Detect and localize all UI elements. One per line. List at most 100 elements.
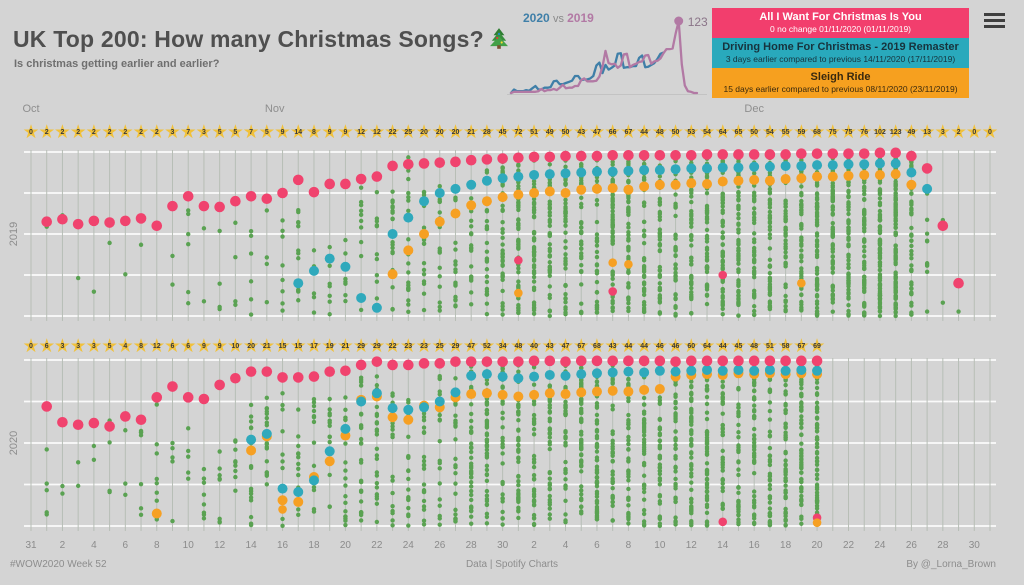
song-dot-other[interactable] <box>704 489 710 495</box>
song-dot-other[interactable] <box>358 208 364 214</box>
song-dot-other[interactable] <box>673 399 678 405</box>
song-dot-other[interactable] <box>453 247 458 252</box>
song-dot-other[interactable] <box>862 248 867 254</box>
star-count-mark[interactable]: ★ 12 <box>145 337 169 357</box>
song-dot-all-i-want[interactable] <box>623 355 634 367</box>
song-dot-all-i-want[interactable] <box>214 379 225 391</box>
song-dot-other[interactable] <box>421 518 427 523</box>
song-dot-other[interactable] <box>563 519 568 525</box>
song-dot-driving-home[interactable] <box>780 365 791 376</box>
song-dot-other[interactable] <box>689 220 694 225</box>
song-dot-other[interactable] <box>343 251 348 256</box>
song-dot-other[interactable] <box>516 515 521 521</box>
song-dot-driving-home[interactable] <box>450 183 461 194</box>
star-count-mark[interactable]: ★ 10 <box>223 337 247 357</box>
song-dot-other[interactable] <box>704 209 710 215</box>
song-dot-pink-extra[interactable] <box>718 270 728 280</box>
song-dot-other[interactable] <box>657 243 663 248</box>
song-dot-other[interactable] <box>736 460 741 465</box>
song-dot-other[interactable] <box>736 503 741 508</box>
song-dot-other[interactable] <box>673 246 678 251</box>
song-dot-all-i-want[interactable] <box>748 149 760 160</box>
song-dot-all-i-want[interactable] <box>403 159 414 170</box>
song-dot-other[interactable] <box>689 511 694 516</box>
song-dot-other[interactable] <box>421 458 427 464</box>
song-dot-sleigh-ride[interactable] <box>623 386 634 397</box>
song-dot-other[interactable] <box>657 285 663 291</box>
song-dot-other[interactable] <box>783 495 788 501</box>
song-dot-all-i-want[interactable] <box>497 153 508 164</box>
song-dot-other[interactable] <box>296 248 301 253</box>
song-dot-other[interactable] <box>563 477 568 482</box>
song-dot-other[interactable] <box>358 460 364 465</box>
song-dot-other[interactable] <box>799 456 804 462</box>
song-dot-other[interactable] <box>736 472 741 478</box>
star-count-mark[interactable]: ★ 15 <box>271 337 295 357</box>
song-dot-other[interactable] <box>468 425 474 430</box>
song-dot-other[interactable] <box>453 437 458 442</box>
song-dot-other[interactable] <box>751 206 757 211</box>
song-dot-other[interactable] <box>909 300 914 306</box>
song-dot-other[interactable] <box>862 191 867 197</box>
song-dot-other[interactable] <box>641 240 647 246</box>
song-dot-other[interactable] <box>358 185 364 190</box>
song-dot-other[interactable] <box>641 177 647 183</box>
song-dot-other[interactable] <box>673 405 678 411</box>
song-dot-other[interactable] <box>641 519 647 524</box>
song-dot-other[interactable] <box>468 484 474 489</box>
song-dot-other[interactable] <box>531 382 537 387</box>
song-dot-other[interactable] <box>75 275 81 281</box>
song-dot-other[interactable] <box>814 217 820 222</box>
song-dot-other[interactable] <box>390 478 395 483</box>
song-dot-other[interactable] <box>421 504 427 509</box>
song-dot-other[interactable] <box>610 199 615 204</box>
song-dot-other[interactable] <box>814 462 820 467</box>
song-dot-other[interactable] <box>484 226 490 232</box>
song-dot-other[interactable] <box>563 164 568 169</box>
song-dot-other[interactable] <box>830 270 835 275</box>
song-dot-other[interactable] <box>783 382 788 388</box>
song-dot-other[interactable] <box>579 269 584 274</box>
song-dot-other[interactable] <box>421 241 427 246</box>
song-dot-other[interactable] <box>374 224 380 229</box>
song-dot-other[interactable] <box>799 521 804 526</box>
song-dot-other[interactable] <box>516 482 521 488</box>
song-dot-other[interactable] <box>343 298 348 304</box>
song-dot-other[interactable] <box>547 493 553 499</box>
song-dot-other[interactable] <box>814 200 820 206</box>
song-dot-other[interactable] <box>170 518 175 524</box>
song-dot-other[interactable] <box>516 279 521 284</box>
song-dot-other[interactable] <box>862 221 867 227</box>
song-dot-other[interactable] <box>720 432 725 437</box>
song-dot-other[interactable] <box>610 237 615 243</box>
song-dot-other[interactable] <box>814 196 820 202</box>
song-dot-driving-home[interactable] <box>371 388 382 399</box>
song-dot-other[interactable] <box>877 267 883 273</box>
song-dot-other[interactable] <box>579 504 584 510</box>
song-dot-driving-home[interactable] <box>843 159 854 170</box>
song-dot-other[interactable] <box>689 379 694 384</box>
song-dot-other[interactable] <box>783 226 788 232</box>
song-dot-other[interactable] <box>201 226 207 231</box>
song-dot-other[interactable] <box>704 216 710 221</box>
song-dot-other[interactable] <box>783 483 788 488</box>
song-dot-other[interactable] <box>311 506 317 512</box>
song-dot-other[interactable] <box>909 263 914 268</box>
song-dot-driving-home[interactable] <box>340 261 351 272</box>
song-dot-other[interactable] <box>641 258 647 263</box>
song-dot-other[interactable] <box>453 424 458 429</box>
song-dot-other[interactable] <box>594 243 600 248</box>
star-count-mark[interactable]: ★ 54 <box>758 123 782 143</box>
song-dot-other[interactable] <box>783 389 788 394</box>
song-dot-driving-home[interactable] <box>717 365 728 376</box>
song-dot-other[interactable] <box>579 241 584 247</box>
song-dot-sleigh-ride[interactable] <box>827 171 838 182</box>
star-count-mark[interactable]: ★ 48 <box>742 337 766 357</box>
song-dot-other[interactable] <box>783 407 788 413</box>
song-dot-other[interactable] <box>406 190 411 196</box>
song-dot-sleigh-ride[interactable] <box>874 169 885 180</box>
song-dot-other[interactable] <box>594 429 600 434</box>
song-dot-other[interactable] <box>720 266 725 272</box>
song-dot-other[interactable] <box>468 290 474 295</box>
song-dot-other[interactable] <box>641 411 647 416</box>
